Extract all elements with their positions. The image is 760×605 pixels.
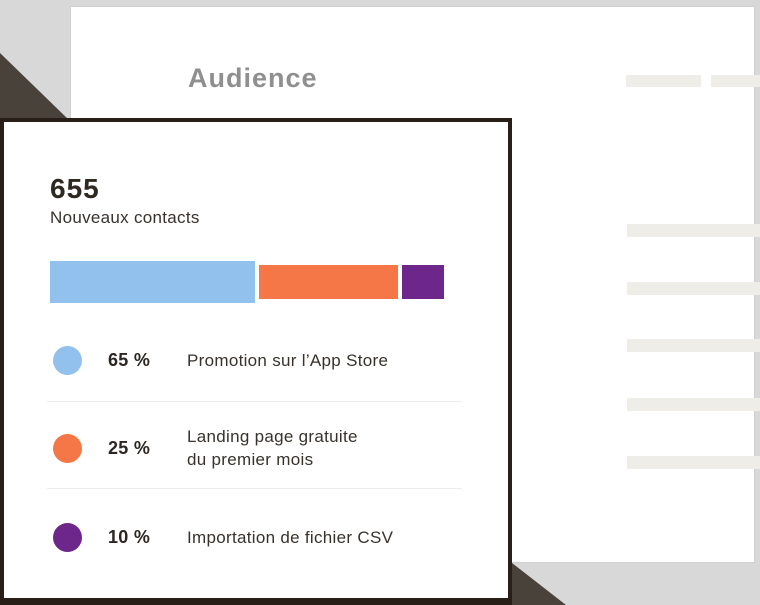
legend-dot-orange	[53, 433, 82, 463]
text-placeholder-bar	[627, 398, 760, 411]
legend-label: Promotion sur l’App Store	[187, 350, 389, 370]
stacked-bar-chart	[50, 261, 444, 303]
nav-placeholder-bar	[626, 75, 701, 87]
divider	[47, 488, 462, 489]
legend-label: Landing page gratuite du premier mois	[187, 427, 358, 469]
text-placeholder-bar	[627, 224, 760, 237]
legend-row: 25 % Landing page gratuite du premier mo…	[53, 424, 358, 472]
fold-triangle-bottom-right	[512, 563, 566, 605]
stat-card: 655 Nouveaux contacts 65 % Promotion sur…	[0, 118, 512, 605]
legend-percent: 65 %	[108, 349, 151, 370]
legend-row: 10 % Importation de fichier CSV	[53, 519, 393, 555]
legend-dot-blue	[53, 345, 82, 375]
text-placeholder-bar	[627, 339, 760, 352]
text-placeholder-bar	[627, 282, 760, 295]
legend-dot-purple	[53, 522, 82, 552]
legend-percent: 25 %	[108, 437, 151, 458]
stat-label: Nouveaux contacts	[50, 208, 200, 227]
legend-label: Importation de fichier CSV	[187, 527, 394, 547]
legend-row: 65 % Promotion sur l’App Store	[53, 342, 388, 378]
divider	[47, 401, 462, 402]
stat-value: 655	[50, 173, 100, 204]
bar-segment-landing-page	[259, 265, 398, 299]
text-placeholder-bar	[627, 456, 760, 469]
bar-segment-csv-import	[402, 265, 444, 299]
nav-placeholder-bar	[711, 75, 760, 87]
page-title: Audience	[188, 63, 318, 93]
legend-percent: 10 %	[108, 526, 151, 547]
fold-triangle-top-left	[0, 53, 70, 121]
bar-segment-app-store	[50, 261, 255, 303]
